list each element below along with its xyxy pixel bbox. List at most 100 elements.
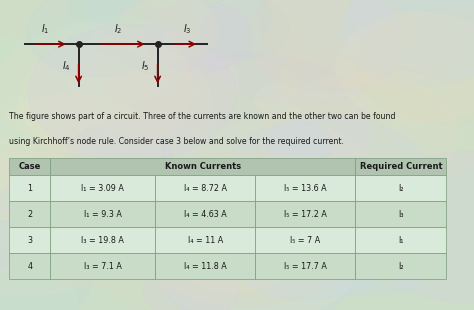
Text: 3: 3 (27, 236, 32, 245)
Bar (255, 201, 356, 227)
Bar (255, 253, 356, 279)
Bar (9, 158, 50, 175)
Circle shape (194, 0, 288, 60)
Text: I₄ = 11 A: I₄ = 11 A (188, 236, 223, 245)
Text: Required Current: Required Current (359, 162, 442, 171)
Bar (155, 175, 255, 201)
Circle shape (250, 150, 316, 193)
Text: The figure shows part of a circuit. Three of the currents are known and the othe: The figure shows part of a circuit. Thre… (9, 112, 396, 121)
Circle shape (0, 152, 134, 295)
Bar (50, 201, 155, 227)
Bar (155, 253, 255, 279)
Circle shape (268, 123, 333, 165)
Circle shape (300, 201, 445, 295)
Bar (356, 253, 447, 279)
Text: using Kirchhoff’s node rule. Consider case 3 below and solve for the required cu: using Kirchhoff’s node rule. Consider ca… (9, 137, 345, 146)
Text: I₅ = 7 A: I₅ = 7 A (290, 236, 320, 245)
Text: I₃ = 19.8 A: I₃ = 19.8 A (82, 236, 124, 245)
Circle shape (349, 0, 474, 76)
Circle shape (197, 151, 287, 210)
Circle shape (88, 208, 167, 260)
Circle shape (290, 213, 370, 265)
Circle shape (97, 0, 308, 125)
Circle shape (27, 0, 164, 77)
Bar (255, 227, 356, 253)
Text: 4: 4 (27, 262, 32, 271)
Circle shape (70, 29, 238, 139)
Bar (356, 175, 447, 201)
Bar (9, 175, 50, 201)
Circle shape (320, 64, 474, 183)
Text: I₁ = 9.3 A: I₁ = 9.3 A (84, 210, 122, 219)
Bar (356, 227, 447, 253)
Circle shape (0, 94, 161, 211)
Circle shape (0, 170, 82, 249)
Bar (50, 227, 155, 253)
Circle shape (119, 0, 219, 61)
Circle shape (218, 181, 400, 300)
Text: 2: 2 (27, 210, 33, 219)
Circle shape (256, 102, 389, 189)
Text: 1: 1 (27, 184, 32, 193)
Text: I₅ = 17.7 A: I₅ = 17.7 A (284, 262, 327, 271)
Circle shape (336, 13, 474, 124)
Text: I₁: I₁ (398, 236, 403, 245)
Text: $I_1$: $I_1$ (41, 23, 49, 36)
Circle shape (267, 158, 422, 260)
Text: Case: Case (19, 162, 41, 171)
Circle shape (127, 152, 363, 306)
Circle shape (356, 10, 474, 123)
Circle shape (31, 139, 85, 174)
Circle shape (356, 151, 474, 303)
Circle shape (0, 139, 69, 219)
Text: I₃: I₃ (398, 210, 403, 219)
Circle shape (28, 25, 236, 161)
Text: Known Currents: Known Currents (165, 162, 241, 171)
Circle shape (259, 0, 474, 90)
Circle shape (277, 54, 364, 111)
Circle shape (19, 39, 210, 164)
Text: I₄ = 11.8 A: I₄ = 11.8 A (184, 262, 227, 271)
Bar (356, 158, 447, 175)
Circle shape (141, 53, 371, 203)
Circle shape (205, 113, 288, 167)
Text: I₅ = 13.6 A: I₅ = 13.6 A (284, 184, 327, 193)
Circle shape (143, 173, 369, 310)
Text: I₄ = 4.63 A: I₄ = 4.63 A (184, 210, 227, 219)
Bar (9, 201, 50, 227)
Circle shape (0, 208, 54, 269)
Bar (255, 175, 356, 201)
Circle shape (264, 73, 457, 199)
Text: $I_5$: $I_5$ (141, 60, 150, 73)
Circle shape (215, 117, 440, 264)
Circle shape (90, 191, 281, 310)
Text: I₅ = 17.2 A: I₅ = 17.2 A (284, 210, 327, 219)
Circle shape (351, 180, 417, 224)
Circle shape (222, 160, 274, 195)
Text: $I_4$: $I_4$ (63, 60, 71, 73)
Circle shape (150, 116, 382, 267)
Circle shape (34, 219, 139, 287)
Text: $I_2$: $I_2$ (114, 23, 122, 36)
Text: $I_3$: $I_3$ (183, 23, 191, 36)
Circle shape (201, 0, 400, 105)
Bar (50, 253, 155, 279)
Text: I₁ = 3.09 A: I₁ = 3.09 A (82, 184, 124, 193)
Circle shape (65, 170, 204, 261)
Bar (356, 201, 447, 227)
Circle shape (143, 1, 252, 72)
Circle shape (0, 25, 193, 154)
Text: I₃ = 7.1 A: I₃ = 7.1 A (84, 262, 122, 271)
Bar (155, 227, 255, 253)
Circle shape (266, 188, 325, 227)
Circle shape (67, 122, 172, 190)
Circle shape (255, 83, 305, 117)
Circle shape (157, 201, 357, 310)
Circle shape (46, 16, 183, 106)
Bar (9, 253, 50, 279)
Bar (9, 227, 50, 253)
Circle shape (0, 176, 70, 222)
Circle shape (0, 95, 62, 148)
Circle shape (0, 12, 139, 160)
Bar (155, 201, 255, 227)
